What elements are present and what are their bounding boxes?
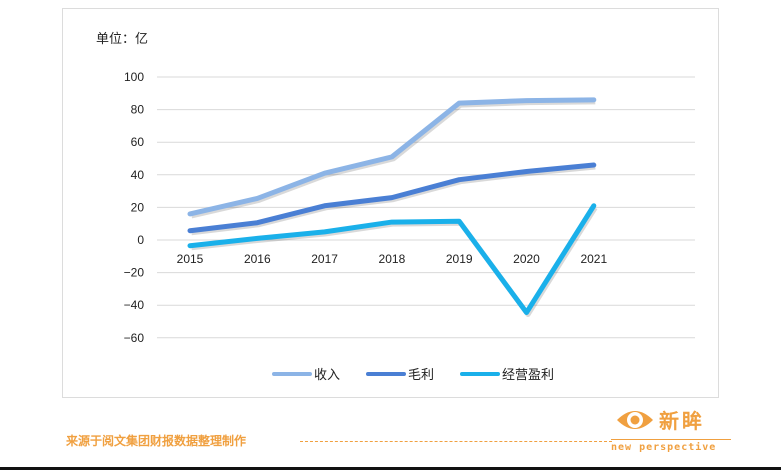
- x-axis-ticks: 2015 2016 2017 2018 2019 2020 2021: [177, 252, 608, 266]
- logo-divider: [611, 439, 731, 440]
- legend-swatch-gross-profit: [366, 371, 407, 376]
- series-lines: [187, 97, 598, 318]
- y-tick-label: 100: [124, 70, 144, 84]
- x-tick-label: 2021: [580, 252, 607, 266]
- x-tick-label: 2019: [446, 252, 473, 266]
- unit-label: 单位：亿: [96, 32, 149, 47]
- x-tick-label: 2015: [177, 252, 204, 266]
- y-tick-label: −20: [124, 266, 145, 280]
- x-tick-label: 2018: [379, 252, 406, 266]
- chart-container: [62, 8, 719, 398]
- series-line-operating-profit: [187, 203, 597, 316]
- legend: 收入 毛利 经营盈利: [272, 364, 554, 383]
- brand-logo: 新眸 new perspective: [611, 404, 731, 459]
- x-tick-label: 2017: [311, 252, 338, 266]
- eye-icon: [617, 411, 653, 429]
- logo-name-en: new perspective: [611, 442, 717, 453]
- legend-item-revenue: 收入: [272, 364, 340, 383]
- y-tick-label: 60: [131, 135, 145, 149]
- legend-label: 经营盈利: [502, 368, 555, 383]
- x-tick-label: 2020: [513, 252, 540, 266]
- y-tick-label: 80: [131, 103, 145, 117]
- legend-swatch-operating-profit: [460, 371, 501, 376]
- legend-item-operating-profit: 经营盈利: [460, 364, 554, 383]
- y-tick-label: −40: [124, 298, 145, 312]
- y-tick-label: −60: [124, 331, 145, 345]
- series-line-revenue: [187, 97, 597, 217]
- bottom-border: [0, 467, 781, 470]
- logo-name-cn: 新眸: [659, 409, 705, 433]
- dashed-divider: [300, 441, 612, 442]
- source-note: 来源于阅文集团财报数据整理制作: [66, 434, 247, 448]
- y-axis-ticks: 100 80 60 40 20 0 −20 −40 −60: [124, 70, 145, 345]
- y-tick-label: 0: [137, 233, 144, 247]
- legend-label: 毛利: [408, 368, 435, 383]
- legend-label: 收入: [314, 368, 341, 383]
- y-tick-label: 40: [131, 168, 145, 182]
- legend-swatch-revenue: [272, 371, 312, 376]
- series-line-gross-profit: [187, 162, 597, 234]
- y-tick-label: 20: [131, 200, 145, 214]
- legend-item-gross-profit: 毛利: [366, 364, 434, 383]
- x-tick-label: 2016: [244, 252, 271, 266]
